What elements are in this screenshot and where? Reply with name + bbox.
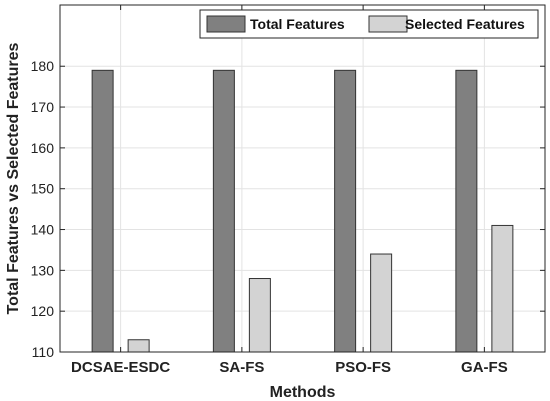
y-tick-label-140: 140 — [31, 222, 55, 238]
y-tick-label-160: 160 — [31, 140, 55, 156]
bar-total-2 — [334, 69, 357, 353]
y-tick-label-120: 120 — [31, 303, 55, 319]
bars — [91, 69, 514, 353]
y-axis-title: Total Features vs Selected Features — [5, 42, 22, 314]
grid — [60, 5, 545, 353]
x-axis-title: Methods — [270, 384, 336, 401]
x-tick-label-3: GA-FS — [461, 359, 508, 376]
legend: Total Features Selected Features — [199, 9, 539, 39]
bar-total-0 — [91, 69, 114, 353]
legend-label-total-features: Total Features — [250, 16, 345, 32]
x-tick-label-1: SA-FS — [219, 359, 264, 376]
bar-selected-2 — [370, 253, 393, 353]
y-tick-label-170: 170 — [31, 99, 55, 115]
bar-total-3 — [455, 69, 478, 353]
y-tick-label-110: 110 — [32, 344, 55, 360]
bar-total-1 — [212, 69, 235, 353]
bar-selected-1 — [248, 278, 271, 353]
axis-ticks: 110 120 130 140 150 160 170 180 DCSAE-ESDC SA-FS P… — [31, 5, 545, 376]
plot-frame — [59, 4, 546, 353]
bar-selected-0 — [127, 339, 150, 353]
y-tick-label-150: 150 — [31, 181, 55, 197]
x-tick-label-0: DCSAE-ESDC — [71, 359, 170, 376]
legend-swatch-total-features — [206, 15, 246, 33]
legend-swatch-selected-features — [368, 15, 408, 33]
x-tick-label-2: PSO-FS — [335, 359, 391, 376]
y-tick-label-180: 180 — [31, 58, 55, 74]
y-tick-label-130: 130 — [31, 262, 55, 278]
bar-selected-3 — [491, 224, 514, 353]
legend-label-selected-features: Selected Features — [405, 16, 525, 32]
